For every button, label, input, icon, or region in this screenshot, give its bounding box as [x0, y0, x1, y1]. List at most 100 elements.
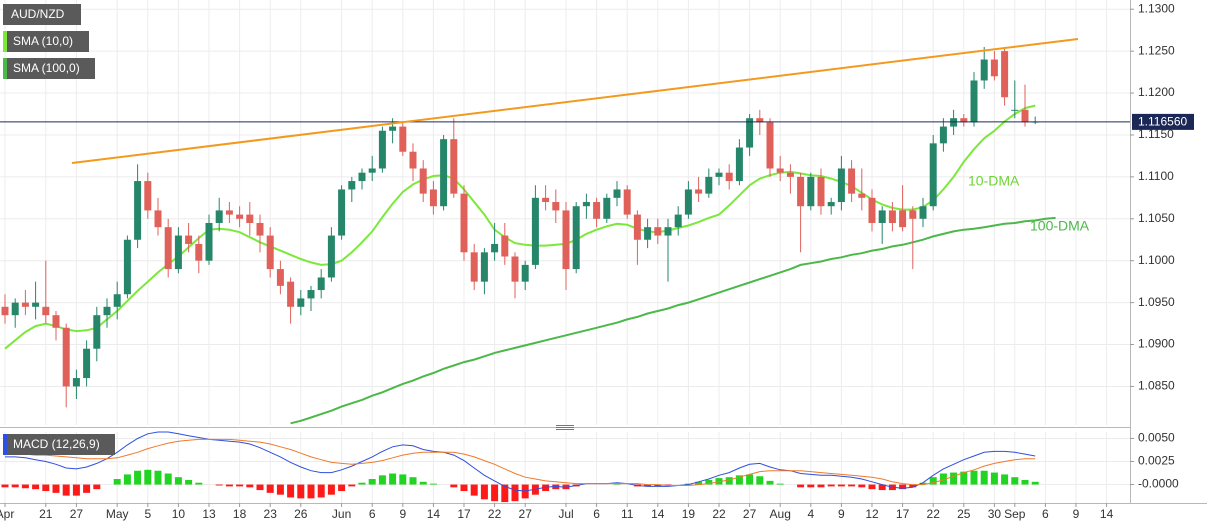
macd-histogram-bar	[735, 475, 743, 485]
candle-body	[684, 189, 692, 215]
x-tick-label: 18	[233, 507, 247, 521]
candle-body	[552, 202, 560, 211]
candle-body	[725, 172, 733, 182]
candle-body	[582, 202, 590, 207]
x-tick-label: 6	[369, 507, 376, 521]
macd-histogram-bar	[460, 484, 468, 492]
candle-body	[21, 302, 29, 307]
macd-histogram-bar	[899, 484, 907, 490]
x-tick-label: 27	[70, 507, 84, 521]
macd-histogram-bar	[154, 470, 162, 485]
candle-body	[756, 118, 764, 123]
macd-line	[5, 431, 1036, 492]
macd-histogram-bar	[52, 484, 60, 493]
y-tick-label: 1.1150	[1138, 127, 1174, 141]
candle-body	[409, 151, 417, 169]
candle-body	[429, 189, 437, 207]
candle-body	[276, 269, 284, 286]
candle-body	[654, 227, 662, 236]
candle-body	[419, 168, 427, 194]
macd-histogram-bar	[42, 484, 50, 492]
x-tick-label: 19	[682, 507, 696, 521]
candle-body	[542, 197, 550, 203]
x-tick-label: 23	[264, 507, 278, 521]
candle-body	[837, 168, 845, 203]
candle-body	[83, 348, 91, 379]
macd-histogram-bar	[1021, 479, 1029, 485]
x-tick-label: 14	[427, 507, 441, 521]
macd-histogram-bar	[83, 484, 91, 493]
candle-body	[633, 214, 641, 240]
candle-body	[1021, 109, 1029, 123]
candle-body	[613, 189, 621, 198]
x-tick-label: Jun	[332, 507, 351, 521]
macd-histogram-bar	[1, 484, 9, 488]
candle-body	[878, 210, 886, 223]
plot-area: 10-DMA 100-DMA	[0, 46, 1130, 503]
macd-histogram-bar	[511, 484, 519, 502]
x-tick-label: 22	[488, 507, 502, 521]
x-tick-label: Apr	[0, 507, 14, 521]
candle-body	[970, 80, 978, 123]
candle-body	[562, 210, 570, 270]
legend-box	[3, 58, 95, 79]
y-tick-label: 1.0850	[1138, 379, 1175, 393]
legend-swatch	[3, 31, 7, 52]
macd-histogram-bar	[348, 484, 356, 487]
candle-body	[593, 202, 601, 219]
y-tick-label: 1.1050	[1138, 211, 1175, 225]
x-tick-label: 13	[202, 507, 216, 521]
macd-histogram-bar	[93, 484, 101, 490]
macd-histogram-bar	[960, 471, 968, 485]
x-tick-label: 5	[144, 507, 151, 521]
candle-body	[174, 235, 182, 270]
candle-body	[450, 139, 458, 194]
x-tick-label: 27	[743, 507, 757, 521]
candle-body	[338, 189, 346, 236]
candle-body	[909, 210, 917, 219]
legend-box	[3, 31, 89, 52]
x-tick-label: 25	[957, 507, 971, 521]
candle-body	[817, 176, 825, 207]
x-tick-label: 17	[457, 507, 471, 521]
macd-histogram-bar	[705, 479, 713, 485]
y-tick-label: 1.1300	[1138, 1, 1175, 15]
macd-histogram-bar	[450, 484, 458, 488]
symbol-label: AUD/NZD	[11, 7, 65, 21]
x-tick-label: Sep	[1004, 507, 1026, 521]
candle-body	[501, 235, 509, 257]
x-tick-label: 6	[593, 507, 600, 521]
candle-body	[674, 214, 682, 228]
macd-histogram-bar	[287, 484, 295, 498]
x-tick-label: 22	[712, 507, 726, 521]
macd-label: MACD (12,26,9)	[13, 437, 100, 451]
x-tick-label: 21	[39, 507, 53, 521]
candle-body	[776, 168, 784, 173]
macd-histogram-bar	[32, 484, 40, 490]
macd-histogram-bar	[990, 472, 998, 485]
x-tick-label: Aug	[770, 507, 791, 521]
macd-histogram-bar	[919, 482, 927, 485]
macd-histogram-bar	[174, 477, 182, 485]
candle-body	[990, 59, 998, 77]
candle-body	[307, 290, 315, 299]
candle-body	[491, 243, 499, 253]
last-price-label: 1.116560	[1138, 115, 1187, 129]
ma-line	[290, 216, 1056, 425]
x-tick-label: May	[106, 507, 129, 521]
macd-histogram-bar	[225, 484, 233, 487]
candle-body	[868, 197, 876, 223]
macd-histogram-bar	[1001, 474, 1009, 485]
candle-body	[695, 189, 703, 194]
macd-histogram-bar	[399, 474, 407, 485]
candle-body	[511, 256, 519, 282]
candle-body	[205, 222, 213, 261]
x-tick-label: 27	[519, 507, 533, 521]
candle-body	[123, 239, 131, 295]
candle-body	[715, 172, 723, 177]
macd-histogram-bar	[1031, 481, 1039, 485]
candle-body	[950, 118, 958, 127]
macd-histogram-bar	[113, 479, 121, 485]
trend-line	[71, 38, 1079, 164]
macd-histogram-bar	[654, 484, 662, 487]
